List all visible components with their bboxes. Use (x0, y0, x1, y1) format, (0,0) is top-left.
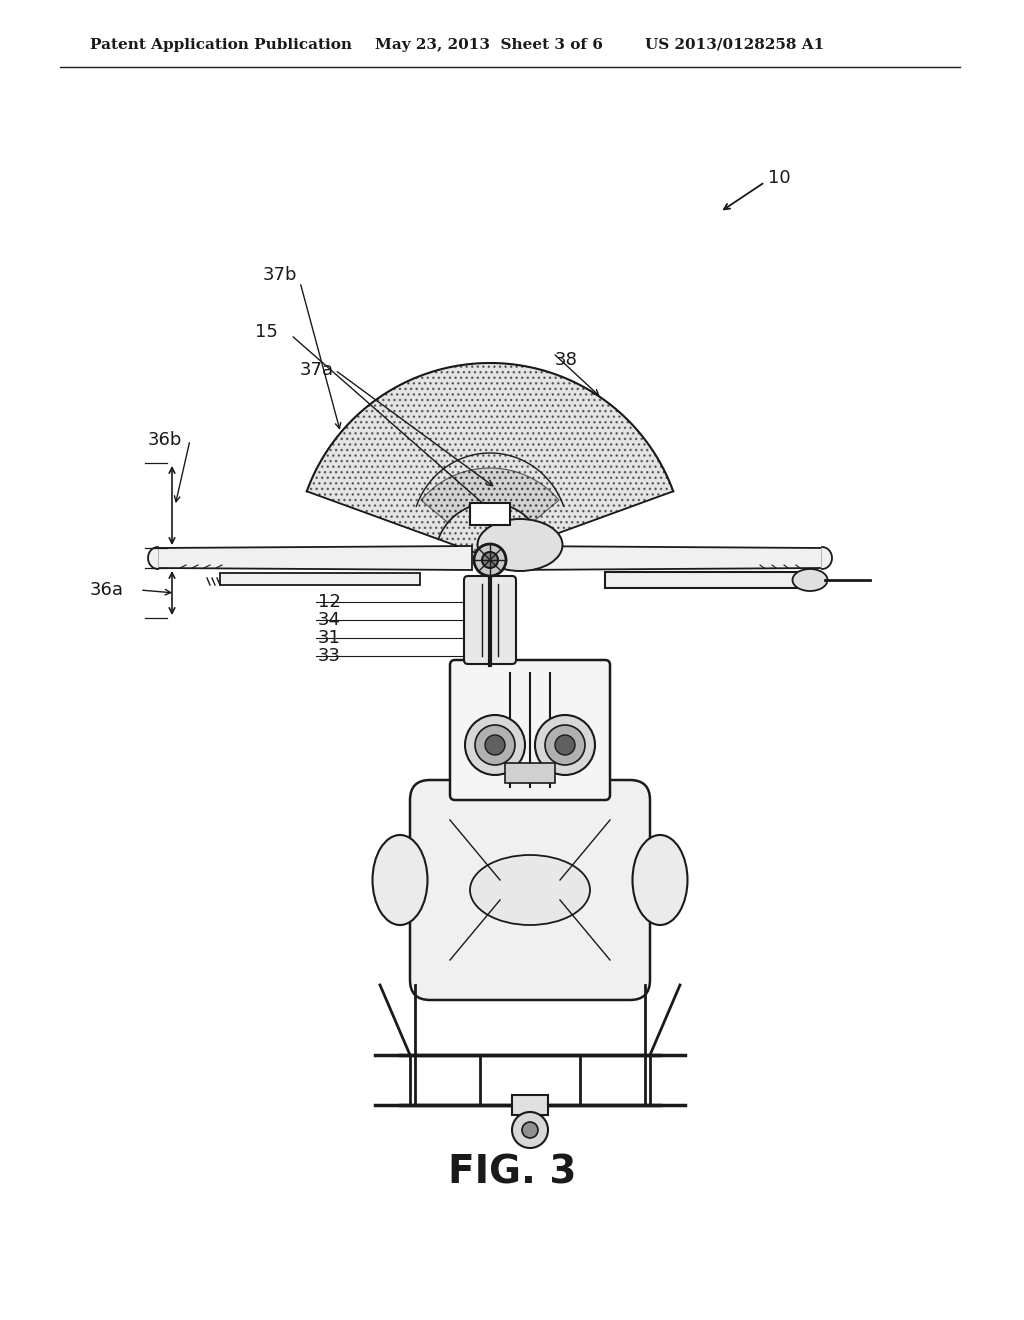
Text: FIG. 3: FIG. 3 (447, 1152, 577, 1191)
Ellipse shape (470, 855, 590, 925)
Circle shape (545, 725, 585, 766)
Text: 38: 38 (555, 351, 578, 370)
Circle shape (555, 735, 575, 755)
Bar (470, 503, 510, 525)
Circle shape (512, 1111, 548, 1148)
Polygon shape (158, 546, 472, 570)
Text: 37a: 37a (300, 360, 334, 379)
Text: 12: 12 (318, 593, 341, 611)
Circle shape (482, 552, 498, 568)
Text: 15: 15 (255, 323, 278, 341)
Polygon shape (148, 546, 158, 569)
Ellipse shape (373, 836, 427, 925)
Circle shape (535, 715, 595, 775)
Text: 36a: 36a (90, 581, 124, 599)
Bar (505, 763, 555, 783)
Text: 33: 33 (318, 647, 341, 665)
Circle shape (475, 725, 515, 766)
FancyBboxPatch shape (450, 660, 610, 800)
Circle shape (474, 544, 506, 576)
Ellipse shape (793, 569, 827, 591)
Circle shape (485, 735, 505, 755)
FancyBboxPatch shape (464, 576, 516, 664)
Circle shape (522, 1122, 538, 1138)
Bar (605, 572, 805, 587)
Text: 10: 10 (768, 169, 791, 187)
Polygon shape (421, 469, 559, 523)
FancyBboxPatch shape (410, 780, 650, 1001)
Text: 37b: 37b (263, 267, 298, 284)
Polygon shape (307, 363, 673, 558)
Text: 34: 34 (318, 611, 341, 630)
Text: 36b: 36b (148, 432, 182, 449)
Ellipse shape (477, 519, 562, 572)
Text: May 23, 2013  Sheet 3 of 6: May 23, 2013 Sheet 3 of 6 (375, 38, 603, 51)
Polygon shape (822, 546, 831, 569)
Circle shape (465, 715, 525, 775)
Text: Patent Application Publication: Patent Application Publication (90, 38, 352, 51)
Ellipse shape (633, 836, 687, 925)
Text: 31: 31 (318, 630, 341, 647)
Bar (220, 573, 420, 585)
Polygon shape (508, 546, 822, 570)
Text: US 2013/0128258 A1: US 2013/0128258 A1 (645, 38, 824, 51)
Bar (512, 1096, 548, 1115)
